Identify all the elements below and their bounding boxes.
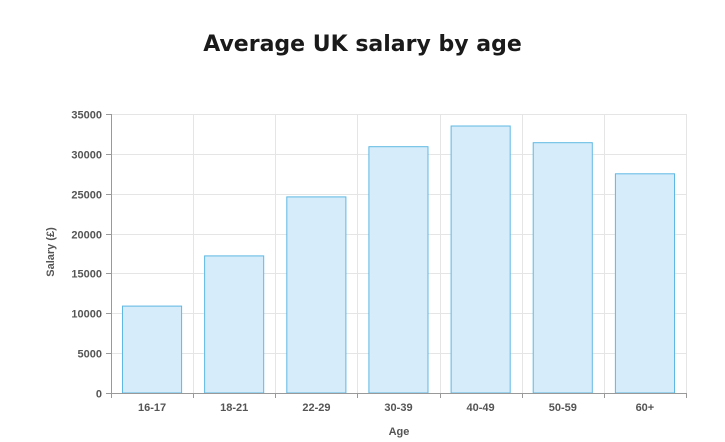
bar-30-39	[368, 146, 429, 394]
y-tick-label: 25000	[71, 190, 102, 202]
y-tick-label: 35000	[71, 110, 102, 122]
y-tick-label: 0	[96, 389, 102, 401]
y-tick-label: 20000	[71, 230, 102, 242]
y-tick-label: 10000	[71, 309, 102, 321]
y-tick-label: 30000	[71, 150, 102, 162]
x-tick-label: 50-59	[549, 402, 577, 414]
x-tick-label: 18-21	[220, 402, 248, 414]
x-tick-label: 16-17	[138, 402, 166, 414]
bar-60+	[614, 173, 676, 394]
x-tick-label: 40-49	[467, 402, 495, 414]
y-tick-label: 5000	[78, 349, 102, 361]
chart-title: Average UK salary by age	[203, 32, 522, 57]
y-tick-labels: 0 5000 10000 15000 20000 25000 30000 35000	[71, 110, 102, 401]
x-tick-label: 60+	[636, 402, 655, 414]
bar-16-17	[122, 305, 183, 394]
x-tick-label: 30-39	[384, 402, 412, 414]
y-axis-title: Salary (£)	[45, 227, 57, 277]
bars-layer	[122, 125, 676, 394]
x-tick-labels: 16-17 18-21 22-29 30-39 40-49 50-59 60+	[138, 402, 654, 414]
x-tick-label: 22-29	[302, 402, 330, 414]
bar-18-21	[204, 255, 265, 394]
bar-40-49	[450, 125, 511, 394]
bar-22-29	[286, 196, 347, 394]
axes-layer	[106, 114, 687, 398]
y-tick-label: 15000	[71, 269, 102, 281]
x-axis-title: Age	[389, 426, 410, 438]
bar-50-59	[532, 142, 593, 394]
